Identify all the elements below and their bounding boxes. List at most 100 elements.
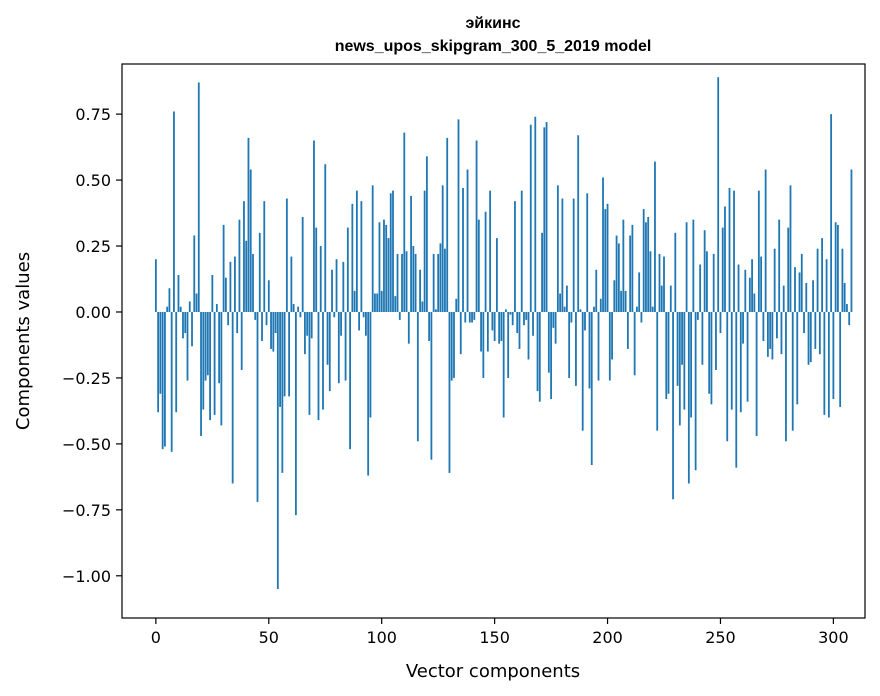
bar bbox=[597, 311, 600, 381]
bar bbox=[455, 298, 458, 312]
bar bbox=[349, 311, 351, 450]
bar bbox=[676, 311, 679, 386]
bar bbox=[733, 190, 735, 312]
bar bbox=[301, 217, 304, 312]
bar bbox=[328, 311, 331, 392]
bar bbox=[200, 311, 202, 436]
bar bbox=[159, 311, 162, 394]
bar bbox=[154, 259, 157, 312]
bar bbox=[202, 311, 205, 410]
bar bbox=[803, 311, 805, 334]
bar bbox=[243, 201, 245, 312]
bar bbox=[552, 311, 555, 328]
bar bbox=[805, 282, 808, 312]
bar bbox=[825, 259, 828, 312]
bar bbox=[179, 306, 182, 312]
bar bbox=[690, 311, 693, 418]
bar bbox=[441, 185, 444, 312]
bar bbox=[182, 311, 184, 339]
bar bbox=[283, 311, 286, 397]
bar bbox=[290, 256, 293, 312]
bar bbox=[482, 311, 485, 378]
chart-subtitle: news_upos_skipgram_300_5_2019 model bbox=[335, 38, 652, 55]
bar bbox=[274, 311, 277, 334]
bar bbox=[818, 311, 821, 355]
x-tick-label: 200 bbox=[592, 628, 623, 647]
bar bbox=[816, 248, 819, 312]
bar bbox=[317, 311, 320, 421]
plot-frame bbox=[121, 63, 866, 619]
bar bbox=[773, 248, 776, 312]
bar bbox=[538, 311, 541, 402]
bar bbox=[175, 311, 178, 413]
bar bbox=[798, 272, 801, 312]
bar bbox=[378, 222, 381, 312]
bar bbox=[249, 169, 252, 312]
bar bbox=[624, 290, 627, 312]
bar bbox=[342, 261, 345, 312]
bar bbox=[846, 304, 848, 312]
bar bbox=[541, 232, 543, 312]
bar bbox=[340, 311, 342, 336]
bar bbox=[561, 198, 564, 312]
bar bbox=[629, 235, 632, 312]
bar bbox=[841, 248, 844, 312]
bar bbox=[626, 311, 629, 349]
bar bbox=[500, 311, 503, 341]
bar bbox=[584, 311, 586, 331]
bar bbox=[297, 306, 300, 312]
bar bbox=[665, 311, 668, 400]
bar bbox=[374, 293, 376, 312]
bar bbox=[757, 190, 760, 312]
x-tick-label: 50 bbox=[259, 628, 279, 647]
x-tick-label: 300 bbox=[818, 628, 849, 647]
y-axis-label: Components values bbox=[13, 252, 34, 430]
bar bbox=[687, 311, 690, 484]
bar bbox=[604, 209, 607, 312]
bar bbox=[615, 235, 618, 312]
bar bbox=[448, 311, 451, 473]
bar bbox=[710, 311, 713, 405]
bar bbox=[398, 311, 401, 320]
bar bbox=[193, 235, 196, 312]
bar bbox=[575, 311, 577, 386]
x-tick-label: 0 bbox=[151, 628, 161, 647]
bar bbox=[570, 311, 573, 323]
bar bbox=[161, 311, 164, 450]
bar bbox=[459, 311, 462, 355]
bar bbox=[796, 311, 799, 405]
bar bbox=[263, 201, 266, 312]
bar bbox=[511, 311, 514, 326]
bar bbox=[421, 301, 424, 312]
bar bbox=[766, 311, 769, 357]
bar bbox=[471, 311, 473, 323]
bar bbox=[809, 311, 812, 363]
bar bbox=[351, 203, 354, 312]
bar bbox=[565, 285, 568, 312]
bar bbox=[800, 253, 803, 312]
bar bbox=[484, 211, 487, 312]
bar bbox=[830, 114, 833, 312]
bars-group bbox=[154, 77, 853, 589]
bar bbox=[611, 311, 613, 360]
bar bbox=[721, 227, 724, 312]
bar bbox=[220, 311, 223, 426]
bar bbox=[376, 293, 379, 312]
bar bbox=[430, 311, 433, 460]
bar bbox=[326, 311, 329, 365]
bar bbox=[683, 311, 686, 410]
bar bbox=[215, 304, 218, 312]
bar bbox=[520, 190, 523, 312]
bar bbox=[638, 272, 641, 312]
bar bbox=[188, 301, 191, 312]
bar bbox=[224, 277, 227, 312]
bar bbox=[333, 311, 336, 318]
bar bbox=[164, 311, 166, 447]
y-tick-label: −0.50 bbox=[62, 435, 111, 454]
y-tick-label: −1.00 bbox=[62, 567, 111, 586]
bar bbox=[416, 311, 419, 442]
bar bbox=[663, 256, 665, 312]
bar bbox=[229, 261, 232, 312]
bar bbox=[645, 222, 647, 312]
